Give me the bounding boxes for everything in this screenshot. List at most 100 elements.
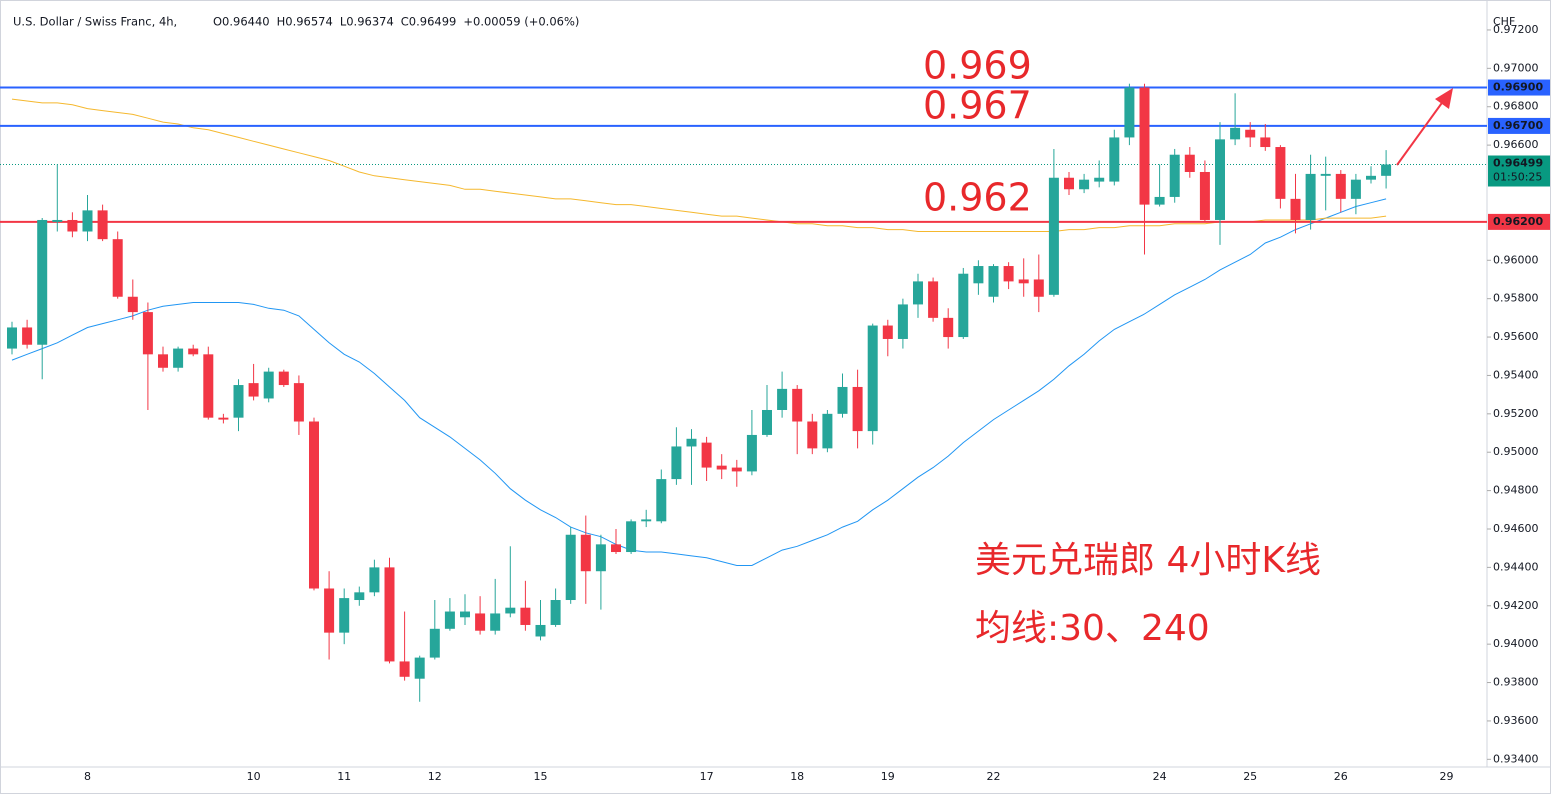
header-value: +0.00059 (+0.06%) bbox=[463, 15, 579, 29]
candle-body bbox=[444, 611, 455, 629]
candle-body bbox=[550, 600, 561, 625]
candle-body bbox=[369, 567, 380, 593]
candle-body bbox=[490, 613, 501, 631]
arrow-head bbox=[1435, 88, 1453, 109]
candle-body bbox=[716, 465, 727, 470]
candle-body bbox=[1275, 147, 1286, 199]
candle-body bbox=[822, 413, 833, 449]
countdown: 01:50:25 bbox=[1493, 171, 1542, 184]
x-tick-label: 22 bbox=[987, 770, 1001, 783]
candle-body bbox=[928, 281, 939, 318]
y-tick-label: 0.95600 bbox=[1493, 330, 1539, 343]
candle-body bbox=[173, 348, 184, 368]
candle-body bbox=[1079, 179, 1090, 190]
candle-body bbox=[580, 534, 591, 572]
candle-body bbox=[913, 281, 923, 305]
candle-body bbox=[611, 544, 621, 553]
candle-body bbox=[97, 210, 108, 240]
candle-body bbox=[1199, 171, 1210, 220]
candle-body bbox=[309, 421, 319, 589]
candle-body bbox=[837, 386, 848, 414]
candle-body bbox=[233, 385, 244, 418]
y-tick-label: 0.96600 bbox=[1493, 138, 1539, 151]
candle-body bbox=[429, 628, 440, 658]
annotation: 均线:30、240 bbox=[975, 608, 1210, 649]
candle-body bbox=[641, 519, 652, 522]
y-tick-label: 0.94000 bbox=[1493, 637, 1539, 650]
x-tick-label: 26 bbox=[1334, 770, 1348, 783]
x-tick-label: 12 bbox=[428, 770, 442, 783]
candle-body bbox=[158, 354, 168, 368]
candle-body bbox=[958, 273, 969, 338]
level-badge bbox=[1488, 79, 1550, 96]
candle-body bbox=[37, 219, 48, 345]
y-tick-label: 0.95200 bbox=[1493, 407, 1539, 420]
candle-body bbox=[535, 624, 546, 637]
candle-body bbox=[399, 661, 410, 677]
level-label: 0.96700 bbox=[1493, 119, 1543, 132]
plot bbox=[0, 83, 1487, 702]
y-tick-label: 0.94200 bbox=[1493, 599, 1539, 612]
y-tick-label: 0.97000 bbox=[1493, 61, 1539, 74]
level-label: 0.96900 bbox=[1493, 81, 1543, 94]
currency: CHF bbox=[1493, 15, 1515, 28]
candle-body bbox=[339, 598, 350, 633]
candle-body bbox=[1139, 87, 1150, 205]
candle-body bbox=[1064, 177, 1074, 190]
y-tick-label: 0.96800 bbox=[1493, 100, 1539, 113]
candle-body bbox=[127, 296, 138, 313]
candle-body bbox=[656, 479, 667, 522]
y-tick-label: 0.93800 bbox=[1493, 676, 1539, 689]
candle-body bbox=[520, 607, 531, 625]
candle-body bbox=[248, 383, 259, 397]
current-label: 0.96499 bbox=[1493, 157, 1543, 170]
candle-body bbox=[1169, 154, 1180, 197]
candle-body bbox=[293, 383, 304, 422]
moving-average bbox=[11, 198, 1387, 566]
candle-body bbox=[777, 388, 788, 410]
y-tick-label: 0.94600 bbox=[1493, 522, 1539, 535]
x-tick-label: 15 bbox=[534, 770, 548, 783]
candle-body bbox=[746, 434, 757, 472]
candle-body bbox=[1245, 129, 1256, 138]
candle-body bbox=[460, 611, 470, 618]
candle-body bbox=[414, 657, 425, 679]
candle-body bbox=[1109, 137, 1120, 182]
candle-body bbox=[686, 438, 697, 447]
candle-body bbox=[67, 219, 78, 232]
candle-body bbox=[1154, 196, 1165, 205]
candle-body bbox=[1290, 198, 1301, 220]
y-tick-label: 0.96000 bbox=[1493, 253, 1539, 266]
y-tick-label: 0.97200 bbox=[1493, 23, 1539, 36]
candle-body bbox=[52, 219, 63, 222]
candle-body bbox=[565, 534, 576, 601]
x-tick-label: 10 bbox=[247, 770, 261, 783]
level-label: 0.96200 bbox=[1493, 215, 1543, 228]
candle-body bbox=[218, 417, 229, 420]
candle-body bbox=[1033, 279, 1044, 297]
candle-body bbox=[263, 371, 274, 399]
candle-body bbox=[1124, 87, 1135, 138]
x-tick-label: 8 bbox=[84, 770, 91, 783]
candle-body bbox=[882, 325, 893, 339]
y-tick-label: 0.95000 bbox=[1493, 445, 1539, 458]
candle-body bbox=[1184, 154, 1195, 172]
y-tick-label: 0.93400 bbox=[1493, 752, 1539, 765]
candle-body bbox=[1366, 175, 1376, 180]
candle-body bbox=[731, 467, 742, 472]
candle-body bbox=[1335, 173, 1346, 199]
candle-body bbox=[82, 210, 93, 232]
candle-body bbox=[1003, 266, 1014, 282]
candle-body bbox=[807, 421, 818, 449]
candle-body bbox=[278, 371, 289, 386]
candle-body bbox=[701, 442, 712, 468]
candle-body bbox=[762, 409, 772, 435]
level-annotation: 0.967 bbox=[923, 84, 1032, 128]
symbol-title: U.S. Dollar / Swiss Franc, 4h, bbox=[13, 15, 177, 29]
header-value: O0.96440 bbox=[213, 15, 270, 29]
x-tick-label: 24 bbox=[1153, 770, 1167, 783]
candle-body bbox=[988, 266, 999, 297]
candle-body bbox=[188, 348, 199, 355]
candle-body bbox=[1018, 279, 1029, 284]
